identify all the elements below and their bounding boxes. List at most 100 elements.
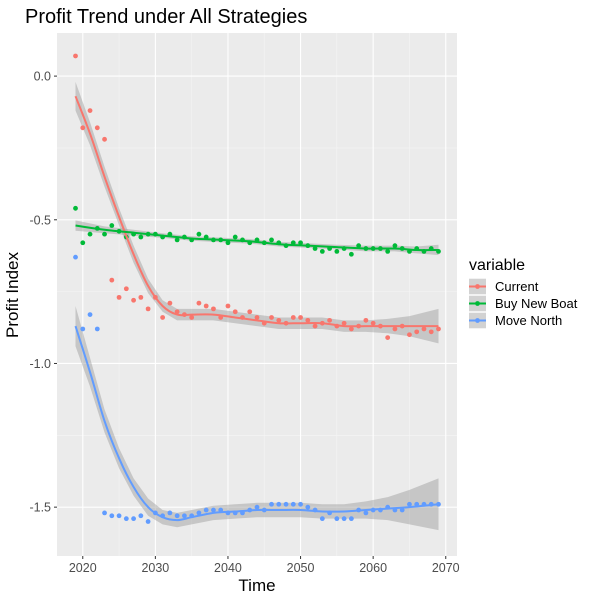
move-north-point	[182, 513, 187, 519]
current-point	[116, 294, 122, 300]
current-point	[167, 300, 173, 306]
x-tick-label: 2050	[287, 561, 315, 575]
move-north-point	[363, 510, 369, 516]
x-tick-label: 2040	[214, 561, 242, 575]
current-point	[407, 332, 412, 338]
legend-key-point-move-north	[475, 318, 480, 323]
move-north-point	[167, 510, 173, 516]
legend-label-buy-new-boat: Buy New Boat	[495, 296, 578, 311]
move-north-point	[80, 326, 86, 332]
legend-label-current: Current	[495, 279, 539, 294]
legend: variable Current Buy New Boat Move North	[469, 257, 578, 329]
move-north-point	[254, 504, 260, 510]
move-north-point	[407, 501, 412, 507]
current-point	[348, 326, 354, 332]
move-north-point	[123, 516, 129, 522]
move-north-point	[283, 501, 289, 507]
move-north-point	[87, 312, 93, 318]
current-point	[269, 315, 274, 320]
buy-new-boat-point	[392, 243, 398, 249]
current-point	[109, 277, 115, 283]
current-confidence-band	[75, 81, 439, 344]
x-axis-title: Time	[238, 576, 275, 595]
legend-label-move-north: Move North	[495, 313, 562, 328]
y-tick-label: -0.5	[29, 213, 51, 227]
move-north-point	[399, 507, 405, 513]
current-point	[196, 300, 202, 306]
buy-new-boat-point	[138, 234, 144, 240]
current-point	[421, 326, 427, 332]
move-north-point	[348, 516, 354, 522]
current-point	[225, 303, 231, 309]
move-north-point	[203, 507, 209, 513]
buy-new-boat-point	[225, 240, 231, 246]
move-north-trend-line	[74, 325, 439, 522]
current-point	[276, 317, 282, 323]
move-north-point	[174, 513, 180, 519]
buy-new-boat-point	[298, 240, 303, 246]
buy-new-boat-point	[319, 248, 325, 254]
move-north-point	[341, 516, 347, 522]
move-north-point	[94, 326, 100, 332]
buy-new-boat-point	[102, 231, 107, 237]
move-north-point	[319, 516, 325, 522]
data-points	[73, 53, 441, 524]
move-north-point	[276, 501, 282, 507]
current-point	[211, 306, 216, 312]
buy-new-boat-point	[232, 234, 238, 240]
current-point	[312, 323, 318, 329]
current-point	[145, 306, 151, 312]
current-point	[138, 294, 144, 300]
current-point	[298, 315, 303, 320]
move-north-point	[334, 516, 340, 522]
move-north-point	[305, 504, 311, 510]
current-point	[247, 309, 253, 315]
move-north-point	[116, 513, 122, 519]
buy-new-boat-point	[334, 248, 340, 254]
current-point	[102, 136, 107, 142]
current-point	[341, 320, 347, 326]
current-point	[131, 297, 136, 303]
current-point	[80, 125, 86, 131]
current-point	[87, 108, 93, 113]
move-north-point	[73, 254, 78, 260]
current-point	[363, 317, 369, 323]
trend-lines	[74, 95, 439, 522]
current-point	[392, 326, 398, 332]
buy-new-boat-point	[196, 231, 202, 237]
move-north-point	[102, 510, 107, 516]
buy-new-boat-point	[269, 237, 274, 243]
x-tick-label: 2020	[69, 561, 97, 575]
current-point	[174, 309, 180, 315]
move-north-point	[196, 510, 202, 516]
legend-key-point-current	[475, 284, 480, 289]
buy-new-boat-point	[80, 240, 86, 246]
move-north-point	[145, 519, 151, 524]
y-tick-label: -1.5	[29, 501, 51, 515]
buy-new-boat-point	[73, 205, 78, 211]
y-axis-title: Profit Index	[3, 252, 22, 338]
x-tick-label: 2070	[432, 561, 460, 575]
buy-new-boat-trend-line	[75, 224, 439, 252]
current-point	[160, 315, 166, 320]
current-point	[414, 329, 420, 335]
current-point	[290, 315, 296, 320]
current-point	[305, 317, 311, 323]
current-point	[385, 335, 391, 341]
buy-new-boat-point	[174, 237, 180, 243]
current-point	[232, 309, 238, 315]
current-trend-line	[74, 95, 439, 328]
buy-new-boat-point	[348, 251, 354, 257]
buy-new-boat-point	[385, 248, 391, 254]
move-north-point	[138, 513, 144, 519]
current-point	[203, 303, 209, 309]
current-point	[94, 125, 100, 131]
current-point	[428, 329, 434, 335]
y-tick-label: 0.0	[34, 70, 51, 84]
y-tick-label: -1.0	[29, 357, 51, 371]
current-point	[73, 53, 78, 59]
legend-items: Current Buy New Boat Move North	[469, 278, 578, 329]
buy-new-boat-point	[356, 243, 362, 249]
